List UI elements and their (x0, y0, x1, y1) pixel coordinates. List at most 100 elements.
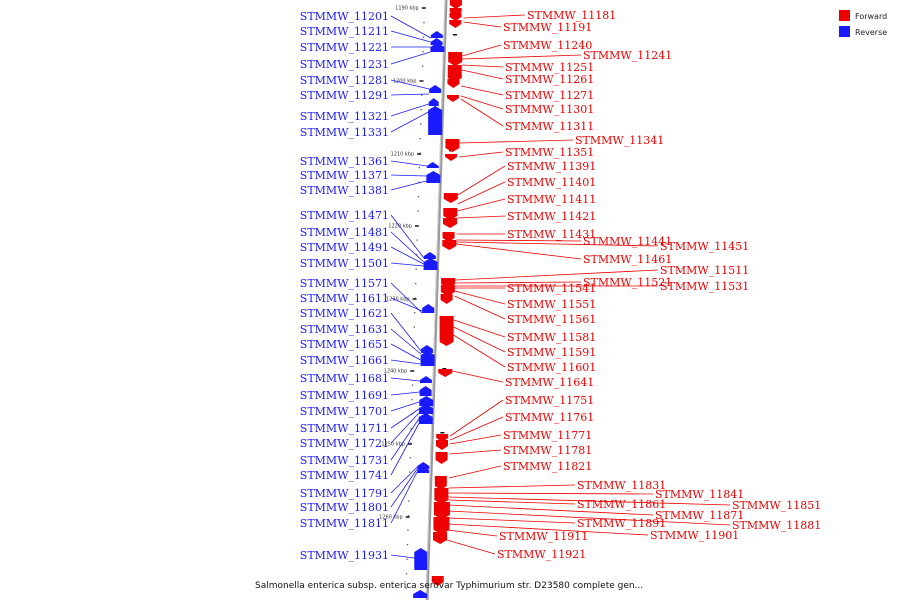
forward-gene-label: STMMW_11901 (650, 529, 739, 542)
reverse-leader-line (390, 15, 431, 39)
forward-gene-label: STMMW_11851 (732, 499, 821, 512)
forward-gene-arrow (442, 232, 455, 242)
reverse-gene-arrow (419, 386, 432, 396)
forward-leader-line (456, 243, 582, 260)
reverse-gene-label: STMMW_11291 (300, 89, 389, 102)
axis-tick-label: 1190 kbp (395, 6, 419, 12)
reverse-gene-arrow (413, 590, 428, 598)
reverse-gene-label: STMMW_11931 (300, 549, 389, 562)
reverse-gene-arrow (430, 31, 443, 38)
reverse-leader-line (390, 297, 423, 312)
axis-minor-tick (408, 500, 410, 502)
forward-leader-line (459, 139, 574, 144)
genome-caption: Salmonella enterica subsp. enterica sero… (255, 581, 643, 591)
forward-gene-label: STMMW_11241 (583, 49, 672, 62)
leader-lines (390, 14, 731, 559)
forward-gene-label: STMMW_11511 (660, 264, 749, 277)
axis-tick-label: 1210 kbp (391, 152, 415, 158)
reverse-leader-line (390, 103, 429, 117)
forward-leader-line (462, 44, 502, 57)
reverse-gene-arrow (423, 258, 438, 270)
forward-leader-line (454, 295, 506, 320)
reverse-gene-label: STMMW_11801 (300, 501, 389, 514)
forward-gene-arrow (434, 476, 447, 490)
forward-leader-line (457, 215, 506, 219)
forward-leader-line (456, 239, 582, 242)
forward-gene-label: STMMW_11261 (505, 73, 594, 86)
reverse-gene-label: STMMW_11791 (300, 487, 389, 500)
axis-tick-right (442, 368, 447, 370)
reverse-gene-arrow (426, 171, 441, 183)
forward-leader-line (460, 98, 504, 127)
forward-gene-label: STMMW_11781 (503, 444, 592, 457)
reverse-gene-arrow (418, 413, 433, 424)
reverse-leader-line (390, 180, 427, 191)
forward-gene-label: STMMW_11351 (505, 146, 594, 159)
forward-gene-label: STMMW_11891 (577, 517, 666, 530)
forward-gene-label: STMMW_11431 (507, 228, 596, 241)
legend-forward-label: Forward (855, 12, 887, 21)
axis-minor-tick (416, 239, 418, 241)
forward-gene-label: STMMW_11541 (507, 282, 596, 295)
forward-gene-label: STMMW_11531 (660, 280, 749, 293)
axis-minor-tick (415, 283, 417, 285)
axis-minor-tick (412, 370, 414, 372)
reverse-gene-arrow (420, 351, 435, 366)
reverse-leader-line (390, 377, 421, 382)
forward-gene-arrow (433, 517, 450, 534)
forward-leader-line (447, 510, 731, 526)
forward-gene-label: STMMW_11301 (505, 103, 594, 116)
forward-gene-label: STMMW_11871 (655, 509, 744, 522)
reverse-gene-arrow (419, 376, 432, 383)
forward-leader-line (453, 319, 506, 338)
forward-gene-arrow (449, 13, 462, 21)
axis-tick-label: 1230 kbp (386, 297, 410, 303)
forward-gene-label: STMMW_11401 (507, 176, 596, 189)
reverse-leader-line (390, 214, 425, 259)
reverse-leader-line (390, 466, 418, 494)
axis-minor-tick (406, 558, 408, 560)
axis-minor-tick (405, 573, 408, 575)
forward-gene-arrow (434, 488, 449, 504)
forward-leader-line (448, 499, 576, 505)
forward-gene-arrow (442, 240, 457, 250)
reverse-leader-line (390, 328, 422, 355)
axis-minor-tick (409, 471, 411, 473)
reverse-gene-label: STMMW_11491 (300, 241, 389, 254)
legend-reverse-swatch (839, 26, 850, 37)
axis-minor-tick (420, 109, 422, 111)
reverse-leader-line (390, 468, 418, 508)
axis-minor-tick (407, 529, 409, 531)
forward-gene-arrow (445, 154, 458, 161)
forward-gene-arrow (438, 369, 453, 377)
reverse-gene-label: STMMW_11701 (300, 405, 389, 418)
forward-gene-label: STMMW_11581 (507, 331, 596, 344)
axis-minor-tick (418, 181, 420, 183)
forward-gene-label: STMMW_11421 (507, 210, 596, 223)
forward-gene-arrow (433, 502, 450, 519)
reverse-gene-label: STMMW_11721 (300, 437, 389, 450)
forward-gene-label: STMMW_11411 (507, 193, 596, 206)
forward-leader-line (448, 492, 654, 495)
forward-leader-line (448, 465, 502, 479)
forward-leader-line (453, 326, 506, 353)
forward-gene-label: STMMW_11861 (577, 498, 666, 511)
forward-gene-arrow (446, 95, 459, 102)
axis-minor-tick (422, 36, 425, 38)
forward-gene-arrow (449, 0, 462, 9)
forward-gene-arrow (443, 208, 458, 220)
axis-tick-label: 1240 kbp (384, 369, 408, 375)
forward-leader-line (458, 151, 504, 158)
axis-minor-tick (421, 80, 423, 82)
axis-minor-tick (411, 384, 414, 386)
reverse-gene-arrow (423, 252, 436, 259)
reverse-gene-arrow (419, 396, 434, 406)
forward-gene-arrow (445, 139, 460, 152)
forward-gene-label: STMMW_11551 (507, 298, 596, 311)
forward-gene-label: STMMW_11251 (505, 61, 594, 74)
axis-minor-tick (414, 297, 416, 299)
reverse-leader-line (390, 262, 424, 267)
forward-gene-arrow (431, 576, 444, 586)
axis-minor-tick (417, 196, 420, 198)
